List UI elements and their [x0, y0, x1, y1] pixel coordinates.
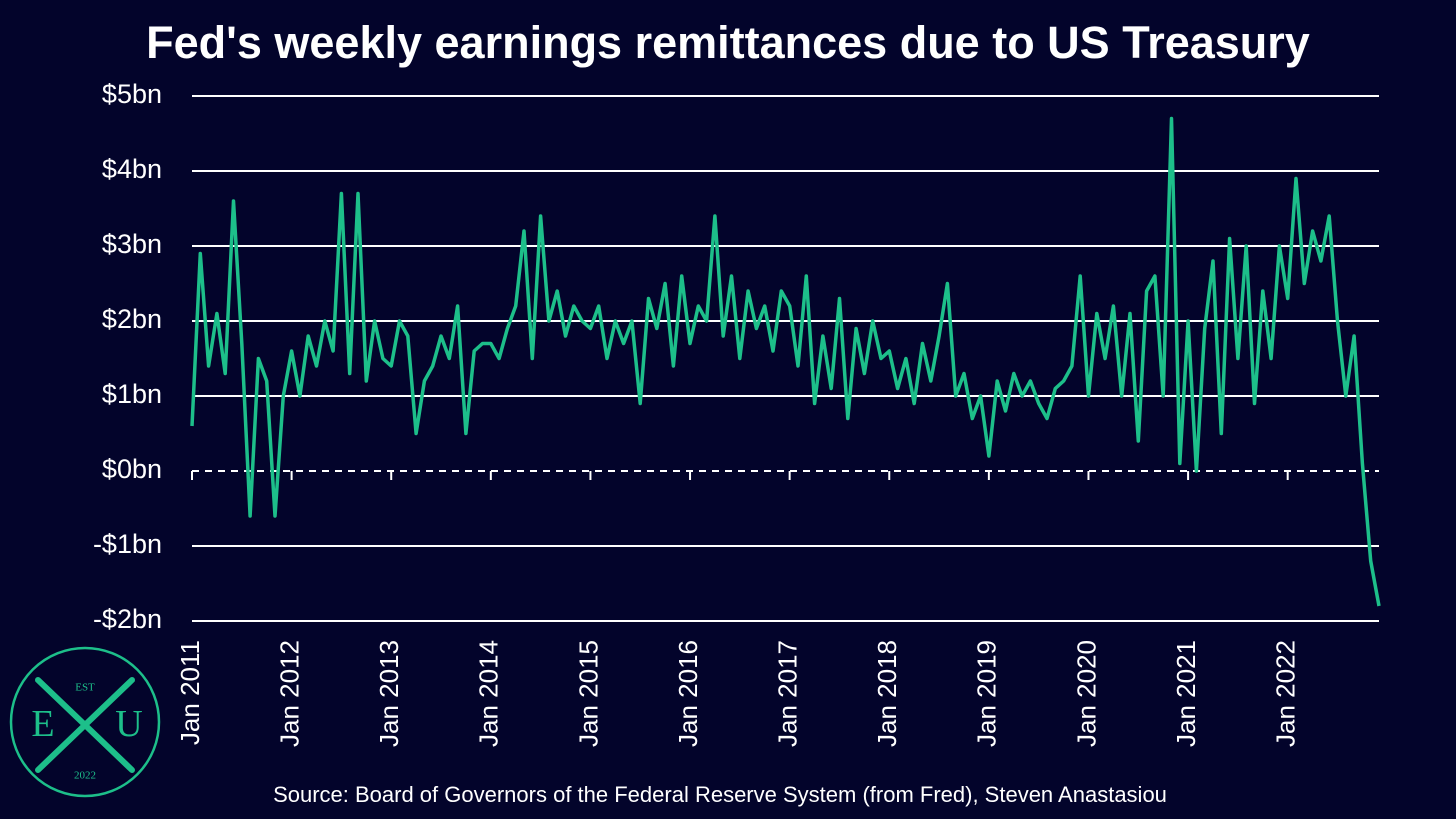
x-tick-label: Jan 2016 [673, 640, 703, 747]
x-tick-label: Jan 2021 [1171, 640, 1201, 747]
x-tick-label: Jan 2017 [773, 640, 803, 747]
x-tick-label: Jan 2011 [175, 640, 205, 745]
logo-letter: U [115, 703, 142, 745]
data-line [190, 116, 1381, 607]
x-tick-label: Jan 2013 [374, 640, 404, 747]
y-tick-label: $5bn [102, 79, 162, 109]
source-note: Source: Board of Governors of the Federa… [273, 782, 1167, 807]
x-tick-label: Jan 2022 [1271, 640, 1301, 747]
logo: EST E U 2022 [9, 646, 161, 798]
y-tick-label: $4bn [102, 154, 162, 184]
chart-title: Fed's weekly earnings remittances due to… [146, 17, 1310, 68]
y-tick-label: -$2bn [93, 604, 162, 634]
y-tick-label: $2bn [102, 304, 162, 334]
logo-sword [35, 677, 135, 773]
logo-ring [9, 646, 161, 798]
logo-text: 2022 [74, 770, 96, 782]
x-tick-label: Jan 2015 [573, 640, 603, 747]
x-tick-label: Jan 2014 [474, 640, 504, 747]
y-tick-label: $0bn [102, 454, 162, 484]
y-tick-label: -$1bn [93, 529, 162, 559]
y-tick-label: $1bn [102, 379, 162, 409]
logo-text: EST [75, 682, 95, 694]
x-tick-label: Jan 2019 [972, 640, 1002, 747]
x-tick-label: Jan 2018 [872, 640, 902, 747]
y-tick-label: $3bn [102, 229, 162, 259]
logo-letter: E [31, 703, 54, 745]
x-tick-label: Jan 2012 [274, 640, 304, 747]
x-tick-label: Jan 2020 [1071, 640, 1101, 747]
